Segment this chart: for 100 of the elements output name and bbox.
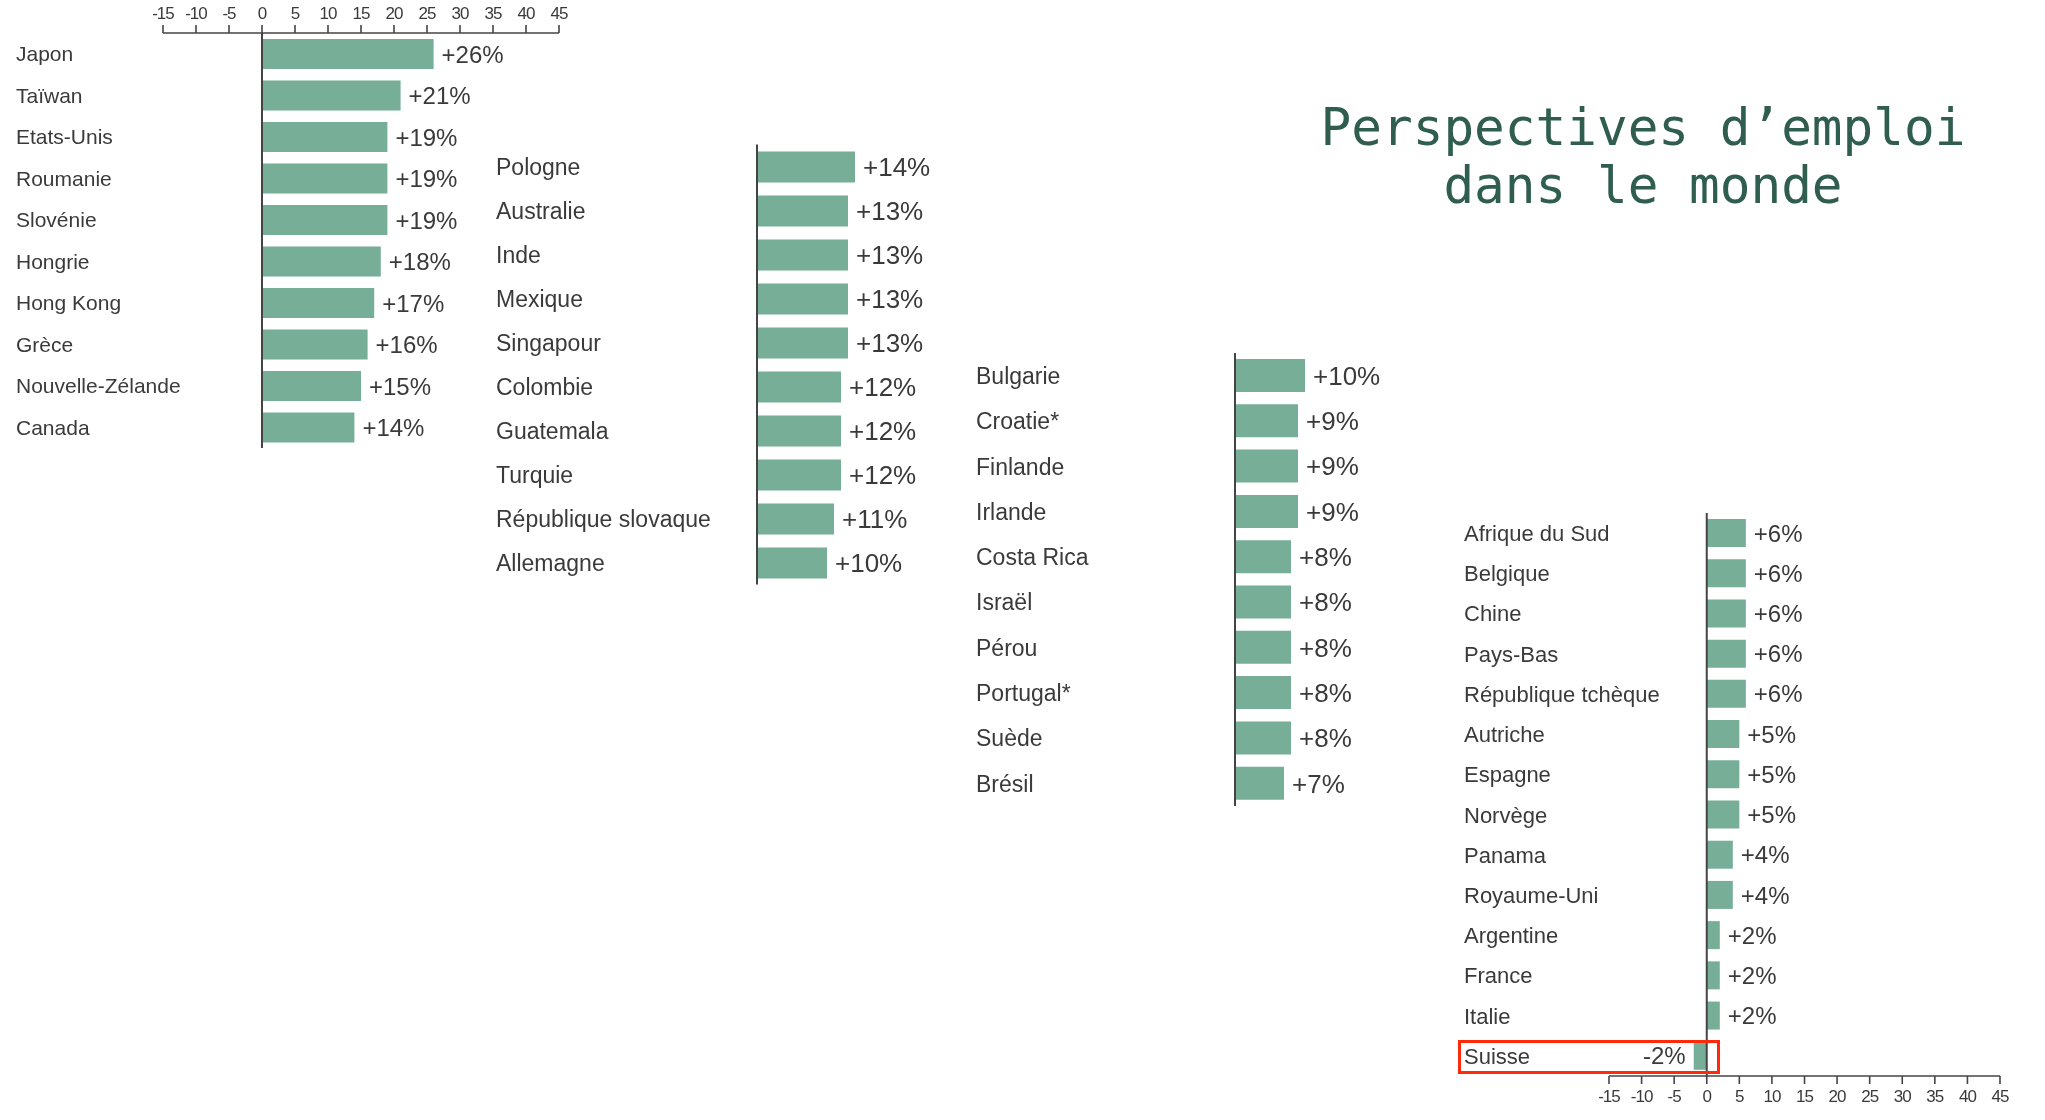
x-tick-label: 25 [1861,1087,1879,1107]
y-tick-label: Panama [1464,842,1547,868]
x-tick-label: 30 [1893,1087,1912,1107]
data-label: +4% [1740,881,1790,909]
y-tick-label: Espagne [1464,762,1551,788]
y-tick-label: Autriche [1464,722,1545,748]
bar [262,163,388,194]
y-tick-label: Croatie* [976,408,1060,435]
y-tick-label: France [1464,963,1533,989]
bar [1235,494,1298,528]
y-tick-label: Canada [16,415,90,439]
y-tick-label: Turquie [496,461,574,488]
y-tick-label: Royaume-Uni [1464,882,1599,908]
data-label: +6% [1753,519,1803,547]
y-tick-label: Hong Kong [16,291,122,315]
x-tick-label: 5 [1735,1087,1745,1107]
data-label: +9% [1306,451,1359,482]
x-tick-label: 20 [385,4,403,23]
data-label: +11% [842,504,908,535]
y-tick-label: Israël [976,589,1033,616]
y-tick-label: Brésil [976,770,1034,797]
data-label: +13% [856,284,924,315]
bar [757,239,848,271]
bar [1235,721,1291,755]
bar [1706,720,1740,749]
x-tick-label: 45 [1991,1087,2009,1107]
chart-title: Perspectives d’emploi dans le monde [1319,98,1967,215]
x-tick-label: -15 [1598,1087,1621,1107]
y-tick-label: Argentine [1464,923,1559,949]
x-tick-label: 40 [1958,1087,1977,1107]
bar [262,329,368,360]
bar [262,80,401,111]
data-label: +6% [1753,600,1803,628]
x-tick-label: 15 [352,4,370,23]
bar [1706,1001,1720,1030]
data-label: +12% [849,416,917,447]
data-label: +13% [856,196,924,227]
data-label: +14% [362,414,425,442]
data-label: +8% [1299,723,1352,754]
y-tick-label: Suisse [1464,1043,1531,1069]
y-tick-label: Hongrie [16,249,90,273]
x-tick-label: -10 [185,4,208,23]
y-tick-label: Chine [1464,601,1522,627]
data-label: +19% [395,206,458,234]
x-tick-label: 40 [517,4,535,23]
x-tick-label: 5 [290,4,300,23]
data-label: +9% [1306,406,1359,437]
y-tick-label: Afrique du Sud [1464,521,1610,547]
y-tick-label: Inde [496,241,541,268]
bar [757,415,841,447]
bar [1706,840,1733,869]
data-label: +6% [1753,680,1803,708]
y-tick-label: Japon [16,42,74,66]
bar [757,195,848,227]
data-label: +10% [1313,360,1381,391]
bar [1235,404,1298,438]
data-label: +2% [1727,1002,1777,1030]
y-tick-label: Colombie [496,373,594,400]
data-label: +13% [856,240,924,271]
y-tick-label: Mexique [496,285,583,312]
bar [1235,540,1291,574]
x-tick-label: -5 [1667,1087,1682,1107]
bar [262,412,355,443]
bar [1235,585,1291,619]
y-tick-label: Pays-Bas [1464,641,1559,667]
data-label: +8% [1299,632,1352,663]
bar [1235,676,1291,710]
bar [262,39,434,69]
data-label: +19% [395,165,458,193]
x-tick-label: 10 [1763,1087,1781,1107]
data-label: +18% [388,248,451,276]
bar [757,371,841,403]
data-label: +13% [856,328,924,359]
x-tick-label: 25 [418,4,436,23]
x-tick-label: -10 [1630,1087,1653,1107]
data-label: +9% [1306,496,1359,527]
x-tick-label: 35 [484,4,502,23]
y-tick-label: Finlande [976,453,1065,480]
bar [1706,519,1746,547]
y-tick-label: Guatemala [496,417,609,444]
data-label: +16% [375,331,438,359]
bar [262,288,375,318]
bar [1706,921,1720,950]
data-label: +7% [1292,768,1345,799]
y-tick-label: Bulgarie [976,362,1061,389]
bar [1706,800,1740,829]
bar [1706,559,1746,588]
bar [1706,760,1740,789]
y-tick-label: Norvège [1464,802,1548,828]
bar [262,205,388,235]
bar [757,151,855,183]
bar [1706,679,1746,708]
data-label: +6% [1753,640,1803,668]
y-tick-label: Pérou [976,634,1038,661]
bar [1706,880,1733,909]
data-label: +6% [1753,559,1803,587]
y-tick-label: Allemagne [496,549,605,576]
y-tick-label: République tchèque [1464,681,1660,707]
bar [1235,630,1291,664]
data-label: +21% [408,82,471,110]
